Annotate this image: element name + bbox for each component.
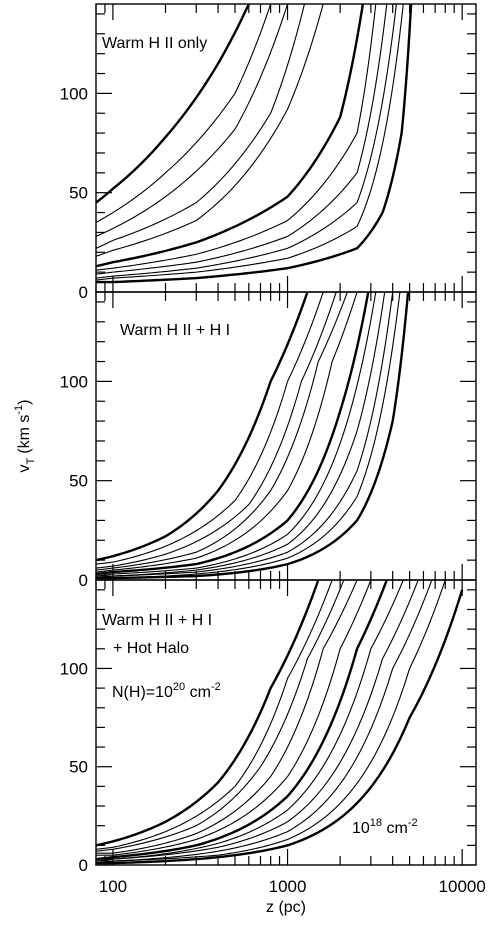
panel-2-curve-9 [96,580,446,864]
x-tick-labels: 100 1000 10000 [99,877,486,896]
panel-0-curve-3 [96,4,306,249]
panel-1-curve-8 [96,292,394,579]
annotation-nh-top: N(H)=1020 cm-2 [112,681,221,701]
panel-2-curve-2 [96,580,345,852]
panel-0-curve-0 [96,4,250,204]
panel-0-y-tick-label-0: 0 [79,283,88,302]
panel-0-curve-9 [96,4,404,281]
panel-1-curve-0 [96,292,309,562]
panel-1-curve-2 [96,292,337,569]
panel-2-curve-1 [96,580,333,850]
panel-bottom-frame [95,579,477,866]
panel-0-curve-2 [96,4,289,237]
panel-top-label: Warm H II only [102,35,207,52]
panel-top-y-tick-labels: 0 50 100 [60,84,88,302]
panel-2-curve-10 [96,589,464,865]
panel-top-ticks [95,4,476,293]
panel-1-y-tick-label-0: 0 [79,571,88,590]
panel-2-curve-7 [96,580,419,862]
panel-top: Warm H II only 0 50 100 [60,3,477,302]
panel-2-curve-5 [96,580,388,861]
panel-2-curve-3 [96,580,358,854]
panel-0-curve-10 [96,4,413,284]
x-tick-label-100: 100 [99,877,127,896]
x-tick-label-10000: 10000 [439,877,486,896]
panel-2-y-tick-label-100: 100 [60,659,88,678]
panel-bottom-y-tick-labels: 0 50 100 [60,659,88,875]
panel-middle-y-tick-labels: 0 50 100 [60,372,88,590]
panel-bottom-label-line2: + Hot Halo [113,640,189,657]
panel-0-curve-1 [96,4,272,223]
panel-0-curve-5 [96,4,365,268]
panel-middle-label: Warm H II + H I [120,322,230,339]
panel-bottom-curves [96,580,464,865]
panel-0-curve-6 [96,4,377,271]
panel-bottom: Warm H II + H I + Hot Halo N(H)=1020 cm-… [60,579,477,875]
panel-1-curve-4 [96,292,358,573]
panel-0-curve-7 [96,4,388,275]
y-axis-title: vT(km s-1) [13,400,37,473]
panel-1-curve-1 [96,292,324,565]
panel-1-y-tick-label-50: 50 [69,472,88,491]
panel-2-curve-0 [96,580,320,847]
panel-0-curve-4 [96,4,324,257]
panel-2-curve-4 [96,580,372,856]
panel-1-curve-6 [96,292,377,577]
panel-bottom-label-line1: Warm H II + H I [102,612,212,629]
panel-0-curve-8 [96,4,397,279]
panel-middle: Warm H II + H I 0 50 100 [60,291,477,590]
panel-2-y-tick-label-50: 50 [69,758,88,777]
panel-1-curve-5 [96,292,370,576]
panel-0-y-tick-label-100: 100 [60,84,88,103]
x-tick-label-1000: 1000 [269,877,307,896]
x-axis-title: z (pc) [266,899,306,916]
panel-1-y-tick-label-100: 100 [60,372,88,391]
panel-1-curve-3 [96,292,348,571]
panel-2-y-tick-label-0: 0 [79,856,88,875]
annotation-nh-bottom: 1018 cm-2 [352,817,418,837]
panel-top-curves [96,4,413,284]
panel-0-y-tick-label-50: 50 [69,184,88,203]
